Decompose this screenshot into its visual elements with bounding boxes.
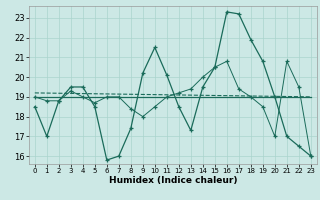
X-axis label: Humidex (Indice chaleur): Humidex (Indice chaleur) [108, 176, 237, 185]
